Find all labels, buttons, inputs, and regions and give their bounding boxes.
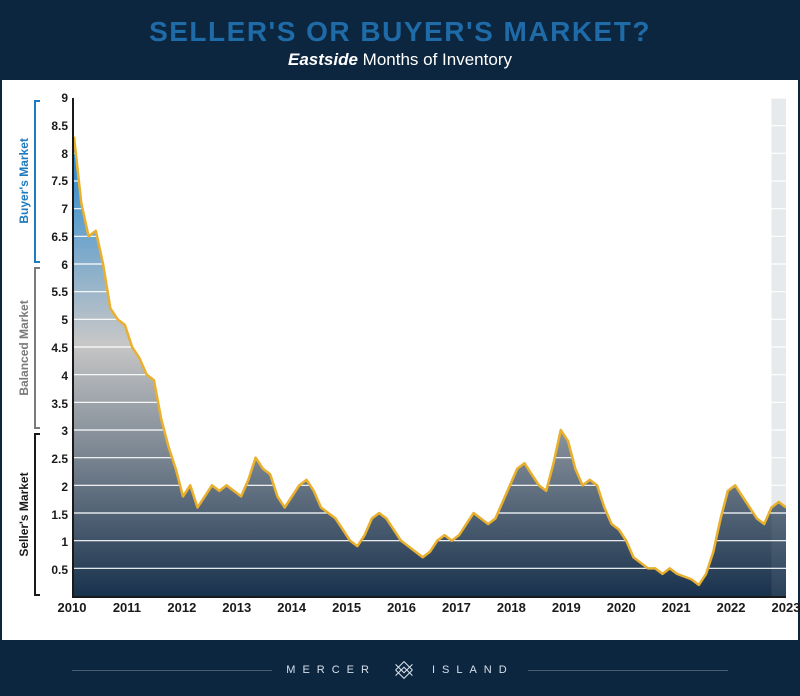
- footer-accent: [0, 640, 800, 646]
- x-tick-label: 2023: [772, 600, 800, 615]
- chart-container: SELLER'S OR BUYER'S MARKET? Eastside Mon…: [0, 0, 800, 696]
- x-tick-label: 2014: [277, 600, 306, 615]
- y-tick-label: 3.5: [51, 397, 68, 411]
- y-tick-label: 7: [61, 202, 68, 216]
- x-tick-label: 2018: [497, 600, 526, 615]
- x-tick-label: 2019: [552, 600, 581, 615]
- chart-subtitle: Eastside Months of Inventory: [2, 50, 798, 70]
- footer-line-right: [528, 670, 728, 671]
- footer-line-left: [72, 670, 272, 671]
- y-tick-label: 6.5: [51, 230, 68, 244]
- subtitle-emphasis: Eastside: [288, 50, 358, 69]
- x-tick-label: 2011: [113, 600, 141, 615]
- y-tick-label: 3: [61, 424, 68, 438]
- x-tick-label: 2015: [332, 600, 361, 615]
- area-fill: [74, 137, 786, 596]
- y-tick-label: 4: [61, 369, 68, 383]
- zone-label: Balanced Market: [14, 265, 34, 432]
- x-axis-ticks: 2010201120122013201420152016201720182019…: [72, 600, 786, 624]
- y-axis-ticks: 0.511.522.533.544.555.566.577.588.59: [44, 98, 72, 598]
- brand-logo-icon: [390, 656, 418, 684]
- x-tick-label: 2010: [58, 600, 87, 615]
- y-tick-label: 0.5: [51, 563, 68, 577]
- y-tick-label: 5.5: [51, 285, 68, 299]
- zone-label: Seller's Market: [14, 431, 34, 598]
- y-tick-label: 8: [61, 147, 68, 161]
- y-axis-zone-labels: Buyer's MarketBalanced MarketSeller's Ma…: [14, 98, 42, 598]
- footer: MERCER ISLAND: [2, 646, 798, 694]
- y-tick-label: 1.5: [51, 508, 68, 522]
- chart-area: Buyer's MarketBalanced MarketSeller's Ma…: [14, 98, 786, 628]
- plot-area: [72, 98, 786, 598]
- x-tick-label: 2020: [607, 600, 636, 615]
- x-tick-label: 2012: [167, 600, 196, 615]
- y-tick-label: 7.5: [51, 174, 68, 188]
- x-tick-label: 2017: [442, 600, 471, 615]
- y-tick-label: 4.5: [51, 341, 68, 355]
- y-tick-label: 8.5: [51, 119, 68, 133]
- y-tick-label: 9: [61, 91, 68, 105]
- chart-title: SELLER'S OR BUYER'S MARKET?: [2, 16, 798, 48]
- zone-label: Buyer's Market: [14, 98, 34, 265]
- zone-bracket: [34, 100, 40, 263]
- subtitle-rest: Months of Inventory: [358, 50, 512, 69]
- footer-brand-left: MERCER: [286, 664, 376, 676]
- x-tick-label: 2022: [717, 600, 746, 615]
- y-tick-label: 1: [61, 535, 68, 549]
- header: SELLER'S OR BUYER'S MARKET? Eastside Mon…: [2, 2, 798, 80]
- zone-bracket: [34, 433, 40, 596]
- y-tick-label: 2.5: [51, 452, 68, 466]
- y-tick-label: 5: [61, 313, 68, 327]
- y-tick-label: 2: [61, 480, 68, 494]
- x-tick-label: 2013: [222, 600, 251, 615]
- zone-bracket: [34, 267, 40, 430]
- y-tick-label: 6: [61, 258, 68, 272]
- plot-svg: [74, 98, 786, 596]
- x-tick-label: 2021: [662, 600, 691, 615]
- x-tick-label: 2016: [387, 600, 416, 615]
- footer-brand-right: ISLAND: [432, 664, 514, 676]
